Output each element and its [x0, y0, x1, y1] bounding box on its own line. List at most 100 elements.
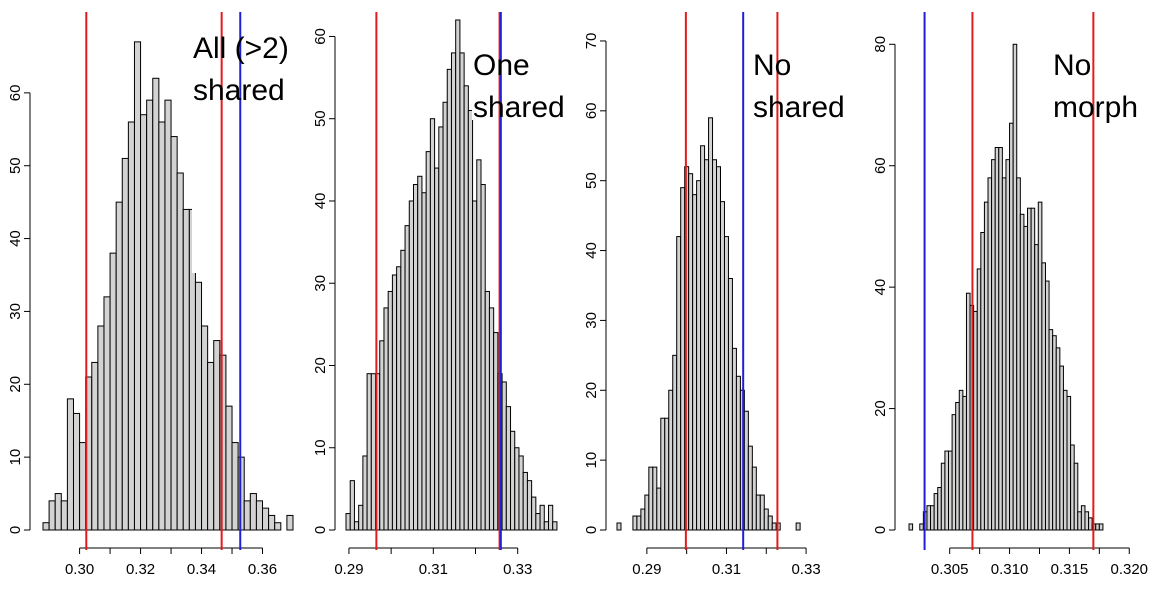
histogram-bar — [951, 414, 957, 531]
histogram-bar — [194, 281, 203, 531]
histogram-bar — [182, 208, 190, 531]
histogram-bar — [72, 412, 81, 531]
histogram-bar — [747, 445, 753, 531]
histogram-bar — [526, 480, 533, 531]
histogram-bar — [716, 166, 721, 531]
histogram-bar — [1034, 244, 1039, 531]
histogram-bar — [79, 442, 87, 531]
histogram-bar — [358, 504, 364, 531]
histogram-bar — [696, 180, 702, 531]
annotation-background — [192, 193, 293, 273]
histogram-bar — [146, 99, 154, 531]
histogram-bar — [249, 493, 257, 531]
histogram-bar — [383, 307, 389, 531]
histogram-bar — [700, 145, 706, 531]
histogram-bar — [400, 249, 406, 531]
y-tick-label: 20 — [312, 357, 329, 374]
histogram-bar — [1009, 122, 1014, 531]
histogram-bar — [644, 494, 650, 531]
histogram-bar — [353, 521, 360, 531]
histogram-bar — [771, 522, 777, 531]
histogram-bar — [274, 522, 282, 531]
histogram-bar — [680, 187, 686, 531]
histogram-bar — [1019, 213, 1025, 531]
histogram-bar — [640, 508, 646, 531]
histogram-bar — [231, 442, 239, 531]
histogram-bar — [1023, 225, 1029, 531]
histogram-bar — [933, 493, 939, 531]
histogram-bar — [976, 268, 982, 531]
histogram-bar — [908, 523, 914, 531]
histogram-bar — [1077, 511, 1082, 531]
histogram-bar — [480, 184, 486, 531]
histogram-bar — [467, 109, 474, 531]
panel-all-shared: 0 10 20 30 40 50 60 0.30 0.32 0.34 0.36 All (>2) sha… — [7, 12, 294, 578]
histogram-bar — [164, 99, 172, 531]
histogram-bar — [983, 201, 989, 531]
histogram-bar — [286, 514, 294, 531]
histogram-bar — [1005, 159, 1011, 531]
histogram-bar — [446, 68, 452, 531]
histogram-bar — [349, 480, 355, 531]
histogram-bar — [213, 340, 221, 531]
histogram-bar — [735, 375, 741, 531]
histogram-bar — [1073, 462, 1079, 531]
histogram-bar — [692, 194, 698, 531]
x-tick-label: 0.30 — [65, 561, 94, 578]
histogram-bar — [97, 325, 105, 531]
histogram-bar — [980, 232, 985, 531]
histogram-bar — [404, 225, 410, 531]
histogram-bar — [704, 159, 710, 531]
histogram-bar — [127, 121, 135, 531]
annotation-label: One — [473, 49, 530, 82]
histogram-bar — [676, 236, 682, 531]
y-tick-label: 40 — [872, 279, 889, 296]
histogram-bar — [379, 340, 385, 531]
histogram-bar — [408, 200, 414, 531]
x-tick-label: 0.310 — [991, 561, 1029, 578]
histogram-bar — [1070, 444, 1075, 531]
histogram-bar — [438, 126, 444, 531]
histogram-bar — [522, 471, 528, 531]
histogram-bar — [152, 77, 160, 531]
y-tick-label: 50 — [7, 157, 24, 174]
histogram-bar — [103, 296, 111, 531]
histogram-bar — [723, 236, 729, 531]
histogram-bar — [450, 52, 457, 531]
histogram-bar — [1088, 517, 1093, 531]
y-tick-label: 30 — [312, 275, 329, 292]
y-tick-label: 40 — [312, 193, 329, 210]
x-tick-label: 0.33 — [503, 561, 532, 578]
histogram-bar — [727, 277, 733, 531]
y-tick-label: 10 — [312, 439, 329, 456]
panel-one-shared: 0 10 20 30 40 50 60 0.29 0.31 0.33 One shared — [312, 12, 566, 578]
y-tick-label: 80 — [872, 36, 889, 53]
histogram-bar — [115, 201, 123, 531]
histogram-bar — [1059, 365, 1064, 531]
y-tick-label: 0 — [872, 526, 889, 534]
y-tick-label: 60 — [312, 28, 329, 45]
histogram-bar — [664, 417, 670, 531]
histogram-bar — [434, 167, 440, 531]
annotation-background — [1052, 40, 1144, 120]
annotation-label: All (>2) — [193, 32, 289, 65]
histogram-bar — [493, 332, 499, 531]
y-tick-label: 70 — [583, 33, 600, 50]
annotation-label: morph — [1053, 91, 1138, 124]
histogram-bar — [652, 466, 658, 531]
y-tick-label: 30 — [7, 303, 24, 320]
histogram-bar — [201, 325, 209, 531]
histogram-bar — [930, 505, 935, 531]
x-tick-label: 0.305 — [931, 561, 969, 578]
histogram-bar — [176, 172, 184, 531]
histogram-bar — [514, 447, 520, 531]
histogram-bar — [962, 395, 967, 531]
histogram-bar — [548, 504, 554, 531]
histogram-bar — [225, 405, 233, 531]
histogram-bar — [207, 361, 215, 531]
histogram-bar — [763, 508, 769, 531]
y-tick-label: 40 — [7, 230, 24, 247]
histogram-bar — [708, 117, 714, 531]
histogram-bar — [91, 361, 99, 531]
histogram-bar — [505, 406, 512, 531]
